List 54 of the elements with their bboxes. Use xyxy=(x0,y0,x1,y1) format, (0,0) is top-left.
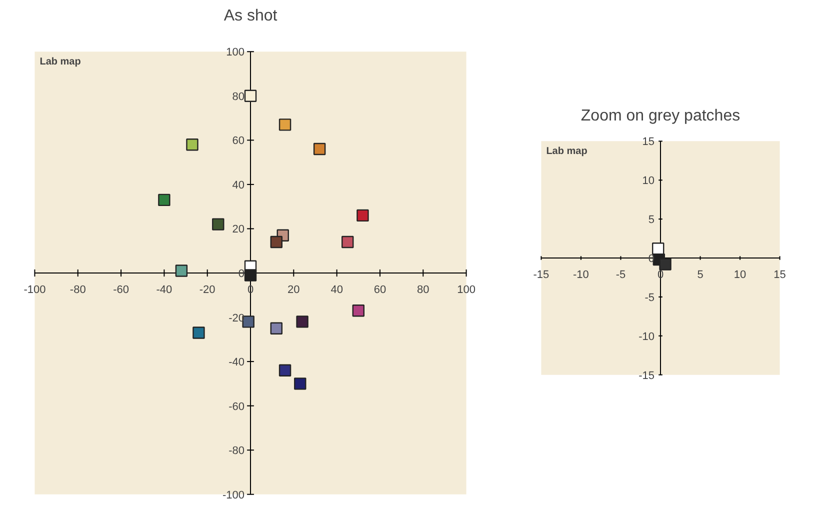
point xyxy=(175,264,188,277)
x-tick-label: 100 xyxy=(457,284,476,296)
point xyxy=(659,258,672,270)
y-tick-label: -80 xyxy=(228,445,245,458)
point xyxy=(278,118,292,131)
point xyxy=(313,142,326,156)
y-tick-label: 80 xyxy=(232,90,245,103)
point xyxy=(294,378,306,390)
y-tick-label: -10 xyxy=(638,330,655,343)
point xyxy=(270,236,282,248)
x-tick-label: -80 xyxy=(70,284,86,296)
point xyxy=(242,316,254,328)
y-tick-label: 15 xyxy=(642,136,655,148)
x-tick-label: -100 xyxy=(24,284,46,296)
y-tick-label: -40 xyxy=(228,356,245,369)
x-tick-label: -15 xyxy=(533,269,550,281)
point xyxy=(352,304,364,317)
y-tick-label: 20 xyxy=(232,224,245,236)
point xyxy=(652,242,664,255)
y-tick-label: 10 xyxy=(642,175,655,188)
x-tick-label: 15 xyxy=(774,269,786,281)
point xyxy=(212,218,224,230)
chart-title: Zoom on grey patches xyxy=(580,108,740,124)
y-tick-label: -60 xyxy=(228,400,245,413)
x-tick-label: 5 xyxy=(697,269,704,281)
point xyxy=(192,326,205,339)
x-tick-label: -20 xyxy=(199,284,216,296)
point xyxy=(278,364,292,376)
x-tick-label: -5 xyxy=(616,269,626,281)
point xyxy=(158,194,170,206)
annotation: Lab map xyxy=(40,56,81,68)
point xyxy=(186,138,198,151)
x-tick-label: -40 xyxy=(156,284,172,296)
y-tick-label: 5 xyxy=(648,214,655,226)
point xyxy=(296,316,308,328)
point xyxy=(342,236,354,248)
chart-title: As shot xyxy=(224,8,278,24)
y-tick-label: -15 xyxy=(638,370,655,382)
point xyxy=(356,209,369,222)
x-tick-label: 20 xyxy=(288,284,300,296)
x-tick-label: 60 xyxy=(374,284,386,296)
point xyxy=(244,269,257,282)
point xyxy=(270,322,282,334)
annotation: Lab map xyxy=(546,146,588,158)
y-tick-label: 40 xyxy=(232,179,245,192)
x-tick-label: 10 xyxy=(734,269,746,281)
x-tick-label: 40 xyxy=(330,284,343,296)
y-tick-label: 60 xyxy=(232,135,245,148)
x-tick-label: -60 xyxy=(113,284,129,296)
y-tick-label: -100 xyxy=(222,489,245,502)
point xyxy=(244,90,257,102)
x-tick-label: 80 xyxy=(417,284,430,296)
y-tick-label: 100 xyxy=(226,46,245,59)
x-tick-label: -10 xyxy=(573,269,589,281)
